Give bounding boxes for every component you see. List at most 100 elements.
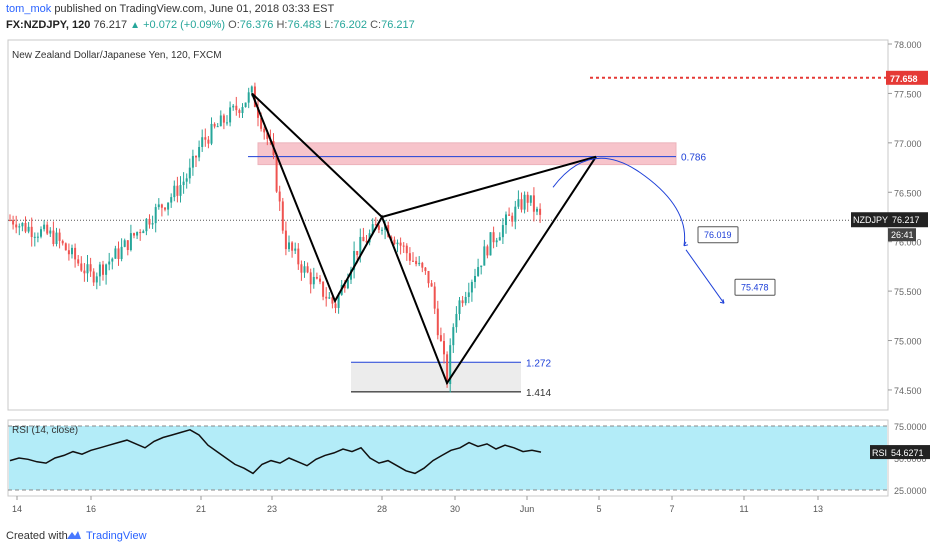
candle-body bbox=[27, 226, 30, 232]
close-label: C: bbox=[370, 19, 382, 31]
candle-body bbox=[139, 232, 142, 234]
harmonic-xb-leg bbox=[251, 92, 383, 218]
candle-body bbox=[430, 283, 433, 287]
x-tick-label: 13 bbox=[813, 504, 823, 514]
candle-body bbox=[517, 199, 520, 207]
candle-body bbox=[80, 263, 83, 271]
candle-body bbox=[315, 276, 318, 279]
candle-body bbox=[260, 117, 263, 129]
candle-body bbox=[67, 250, 70, 255]
candle-body bbox=[536, 208, 538, 212]
up-triangle-icon: ▲ bbox=[130, 20, 141, 31]
candle-body bbox=[353, 250, 356, 270]
candle-body bbox=[278, 191, 281, 202]
candle-body bbox=[526, 194, 529, 203]
candle-body bbox=[191, 155, 194, 168]
symbol-interval: FX:NZDJPY, 120 bbox=[6, 19, 91, 31]
candle-body bbox=[312, 276, 315, 285]
candle-body bbox=[511, 215, 514, 222]
candle-body bbox=[489, 232, 492, 256]
candle-body bbox=[393, 239, 396, 245]
resistance-badge bbox=[886, 70, 928, 85]
fib-1414-label: 1.414 bbox=[526, 388, 551, 399]
candle-body bbox=[483, 246, 486, 266]
candle-body bbox=[486, 246, 489, 256]
candle-body bbox=[55, 232, 58, 245]
candle-body bbox=[346, 279, 349, 289]
x-tick-label: 5 bbox=[596, 504, 601, 514]
candle-body bbox=[418, 262, 421, 265]
tradingview-brand-link[interactable]: TradingView bbox=[86, 530, 147, 542]
x-tick-label: Jun bbox=[520, 504, 535, 514]
resistance-badge-label: 77.658 bbox=[890, 74, 918, 84]
rsi-tick-label: 25.0000 bbox=[894, 486, 927, 496]
candle-body bbox=[213, 123, 216, 127]
candle-body bbox=[495, 240, 498, 243]
candle-body bbox=[77, 259, 80, 264]
author-link[interactable]: tom_mok bbox=[6, 3, 52, 15]
candle-body bbox=[439, 335, 442, 342]
candle-body bbox=[427, 270, 430, 284]
candle-body bbox=[288, 242, 290, 250]
y-tick-label: 75.500 bbox=[894, 287, 922, 297]
candle-body bbox=[170, 197, 173, 203]
x-tick-label: 30 bbox=[450, 504, 460, 514]
candle-body bbox=[362, 236, 365, 242]
candle-body bbox=[9, 219, 11, 221]
candle-body bbox=[30, 226, 33, 238]
candle-body bbox=[374, 224, 377, 226]
candle-body bbox=[201, 137, 204, 147]
candle-body bbox=[12, 220, 15, 225]
candle-body bbox=[408, 253, 411, 261]
candle-body bbox=[83, 270, 86, 274]
candle-body bbox=[222, 115, 225, 123]
candle-body bbox=[319, 278, 321, 282]
candle-body bbox=[123, 240, 126, 247]
candle-body bbox=[446, 354, 449, 385]
candle-body bbox=[61, 240, 64, 244]
candle-body bbox=[480, 265, 483, 268]
candle-body bbox=[74, 247, 77, 260]
candle-body bbox=[164, 207, 166, 210]
candle-body bbox=[371, 224, 374, 234]
candle-body bbox=[219, 115, 222, 127]
candle-body bbox=[142, 231, 145, 234]
candle-body bbox=[520, 199, 523, 210]
fib-1272-label: 1.272 bbox=[526, 358, 551, 369]
candle-body bbox=[102, 264, 104, 275]
candle-body bbox=[185, 178, 188, 182]
candle-body bbox=[21, 222, 24, 227]
candle-body bbox=[229, 107, 232, 123]
candle-body bbox=[325, 296, 328, 299]
candle-body bbox=[182, 181, 185, 186]
candle-body bbox=[464, 297, 467, 304]
candle-body bbox=[334, 303, 337, 308]
candle-body bbox=[291, 242, 294, 251]
y-tick-label: 75.000 bbox=[894, 337, 922, 347]
candle-body bbox=[359, 236, 362, 256]
candle-body bbox=[114, 248, 117, 259]
candle-body bbox=[160, 204, 163, 208]
candle-body bbox=[226, 122, 228, 124]
target-1-callout-label: 76.019 bbox=[704, 230, 732, 240]
candle-body bbox=[474, 275, 476, 282]
rsi-badge-value: 54.6271 bbox=[891, 448, 924, 458]
tradingview-logo-icon bbox=[67, 531, 81, 539]
publish-line: tom_mok published on TradingView.com, Ju… bbox=[6, 2, 334, 16]
candle-body bbox=[98, 264, 101, 277]
candle-body bbox=[396, 242, 399, 245]
x-tick-label: 11 bbox=[739, 504, 748, 514]
chart-canvas[interactable]: 78.000 77.500 77.000 76.500 76.000 75.500 75.0… bbox=[0, 38, 932, 525]
candle-body bbox=[18, 226, 21, 228]
candle-body bbox=[33, 236, 36, 238]
candle-body bbox=[241, 107, 244, 114]
candle-body bbox=[120, 246, 123, 259]
rsi-badge bbox=[888, 445, 930, 460]
y-tick-label: 77.000 bbox=[894, 139, 922, 149]
x-tick-label: 14 bbox=[12, 504, 22, 514]
low-label: L: bbox=[324, 19, 334, 31]
candle-body bbox=[207, 139, 210, 144]
footer: Created with TradingView bbox=[0, 525, 932, 550]
candle-body bbox=[514, 206, 517, 222]
candle-body bbox=[284, 230, 287, 250]
